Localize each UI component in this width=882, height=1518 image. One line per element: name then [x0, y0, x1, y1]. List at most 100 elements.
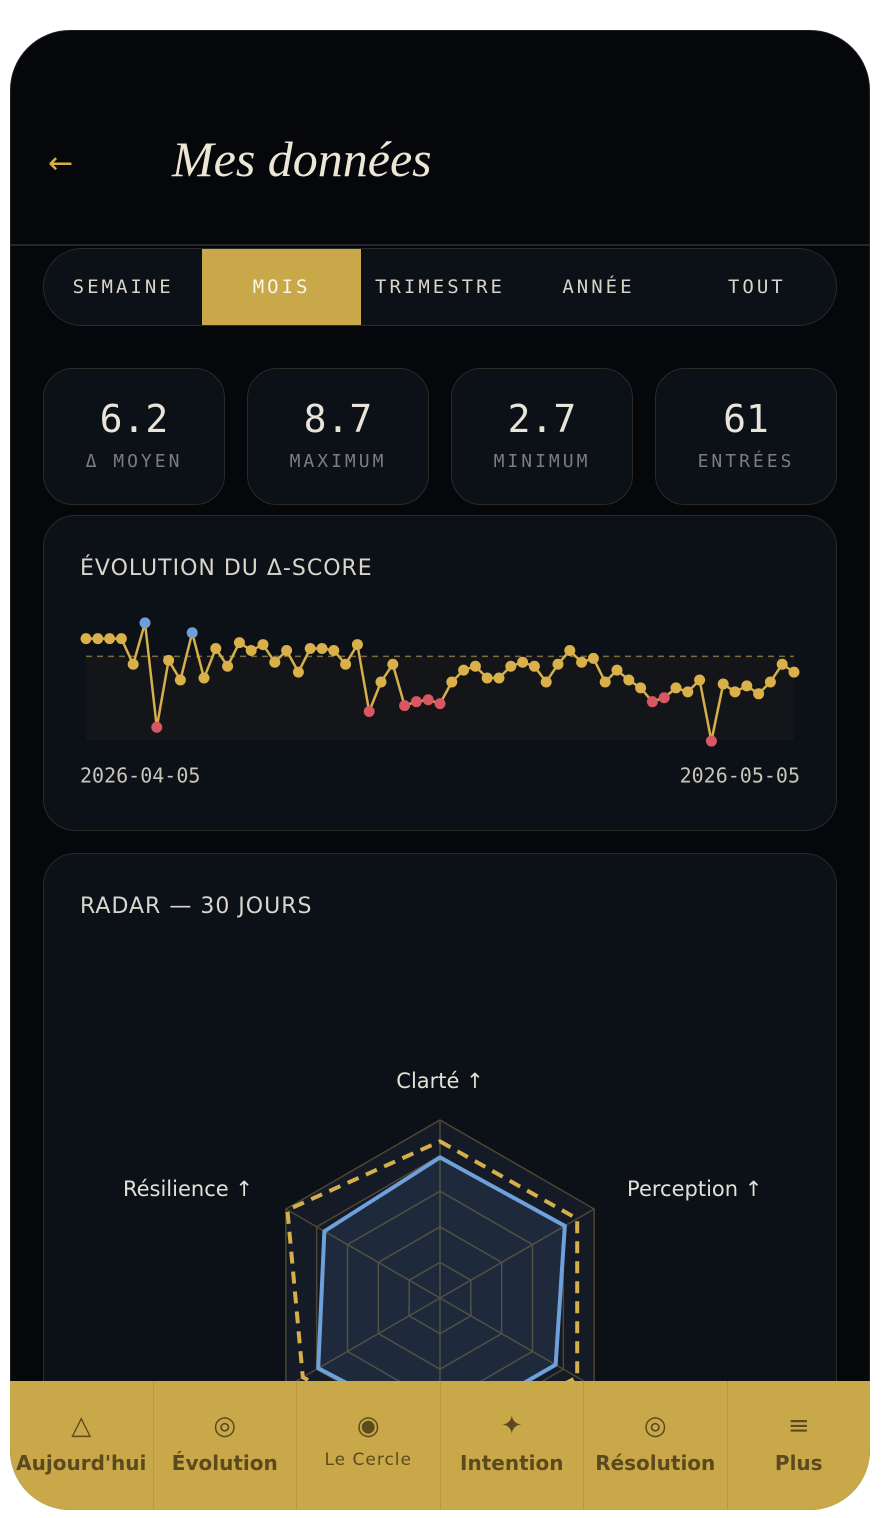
- header-divider: [10, 244, 870, 246]
- point: [611, 664, 623, 676]
- point: [186, 627, 198, 639]
- stat-card: 8.7 MAXIMUM: [247, 368, 429, 505]
- point: [363, 706, 375, 718]
- point: [564, 644, 576, 656]
- nav-item[interactable]: ◎ Résolution: [583, 1381, 727, 1510]
- period-tab[interactable]: TOUT: [727, 276, 786, 298]
- stat-value: 8.7: [303, 397, 373, 441]
- point: [387, 658, 399, 670]
- nav-label: Résolution: [595, 1451, 716, 1475]
- point: [434, 698, 446, 710]
- radar-spoke: [285, 1208, 441, 1299]
- stat-card: 6.2 Δ MOYEN: [43, 368, 225, 505]
- axis-label: Résilience ↑: [123, 1177, 253, 1201]
- point: [245, 644, 257, 656]
- point: [127, 658, 139, 670]
- stat-card: 61 ENTRÉES: [655, 368, 837, 505]
- point: [753, 688, 765, 700]
- nav-icon: ◉: [356, 1411, 380, 1441]
- radar-spoke: [285, 1297, 441, 1388]
- stat-label: MINIMUM: [493, 451, 591, 472]
- stat-value: 61: [723, 397, 769, 441]
- back-button[interactable]: ←: [48, 146, 74, 181]
- stat-card: 2.7 MINIMUM: [451, 368, 633, 505]
- page-title: Mes données: [172, 131, 432, 187]
- stat-label: ENTRÉES: [697, 451, 795, 472]
- point: [222, 660, 234, 672]
- point: [682, 686, 694, 698]
- nav-item[interactable]: △ Aujourd'hui: [10, 1381, 153, 1510]
- point: [694, 674, 706, 686]
- nav-label: Intention: [460, 1451, 564, 1475]
- point: [458, 664, 470, 676]
- point: [741, 680, 753, 692]
- x-tick-label: 2026-04-05: [80, 764, 200, 788]
- point: [587, 652, 599, 664]
- point: [717, 678, 729, 690]
- point: [92, 633, 104, 645]
- point: [340, 658, 352, 670]
- stat-value: 6.2: [99, 397, 169, 441]
- point: [210, 643, 222, 655]
- point: [552, 658, 564, 670]
- nav-icon: ◎: [213, 1411, 237, 1441]
- period-tab[interactable]: ANNÉE: [562, 276, 635, 298]
- point: [729, 686, 741, 698]
- point: [446, 676, 458, 688]
- point: [104, 633, 116, 645]
- x-tick-label: 2026-05-05: [680, 764, 800, 788]
- nav-item[interactable]: ≡ Plus: [726, 1381, 871, 1510]
- point: [788, 666, 800, 678]
- period-tabs: SEMAINE MOIS TRIMESTRE ANNÉE TOUT: [43, 248, 837, 326]
- point: [304, 643, 316, 655]
- point: [139, 617, 151, 629]
- axis-label: Clarté ↑: [396, 1069, 483, 1093]
- point: [646, 696, 658, 708]
- radar-spoke: [439, 1208, 595, 1299]
- point: [151, 721, 163, 733]
- point: [269, 656, 281, 668]
- point: [528, 660, 540, 672]
- period-tab[interactable]: TRIMESTRE: [375, 276, 505, 298]
- radar-spoke: [439, 1297, 595, 1388]
- nav-label: Évolution: [171, 1451, 278, 1475]
- point: [705, 735, 717, 747]
- stat-label: Δ MOYEN: [85, 451, 183, 472]
- nav-icon: ◎: [643, 1411, 667, 1441]
- point: [517, 656, 529, 668]
- point: [233, 637, 245, 649]
- stat-label: MAXIMUM: [289, 451, 387, 472]
- chart-title: RADAR — 30 JOURS: [80, 894, 313, 919]
- nav-label: Le Cercle: [324, 1450, 412, 1470]
- point: [635, 682, 647, 694]
- point: [623, 674, 635, 686]
- point: [540, 676, 552, 688]
- chart-title: ÉVOLUTION DU Δ-SCORE: [80, 556, 373, 581]
- stat-value: 2.7: [507, 397, 577, 441]
- point: [410, 696, 422, 708]
- point: [328, 644, 340, 656]
- period-tab[interactable]: SEMAINE: [72, 276, 174, 298]
- point: [351, 639, 363, 651]
- nav-item[interactable]: ◎ Évolution: [152, 1381, 297, 1510]
- point: [174, 674, 186, 686]
- point: [658, 692, 670, 704]
- nav-icon: △: [71, 1411, 92, 1441]
- nav-icon: ≡: [787, 1411, 810, 1441]
- nav-label: Plus: [774, 1451, 823, 1475]
- point: [292, 666, 304, 678]
- nav-icon: ✦: [500, 1411, 523, 1441]
- point: [163, 654, 175, 666]
- nav-item[interactable]: ✦ Intention: [439, 1381, 584, 1510]
- point: [281, 644, 293, 656]
- point: [670, 682, 682, 694]
- point: [505, 660, 517, 672]
- axis-label: Perception ↑: [627, 1177, 762, 1201]
- point: [493, 672, 505, 684]
- point: [469, 660, 481, 672]
- nav-item[interactable]: ◉ Le Cercle: [296, 1381, 440, 1510]
- point: [80, 633, 92, 645]
- period-tab[interactable]: MOIS: [202, 249, 361, 325]
